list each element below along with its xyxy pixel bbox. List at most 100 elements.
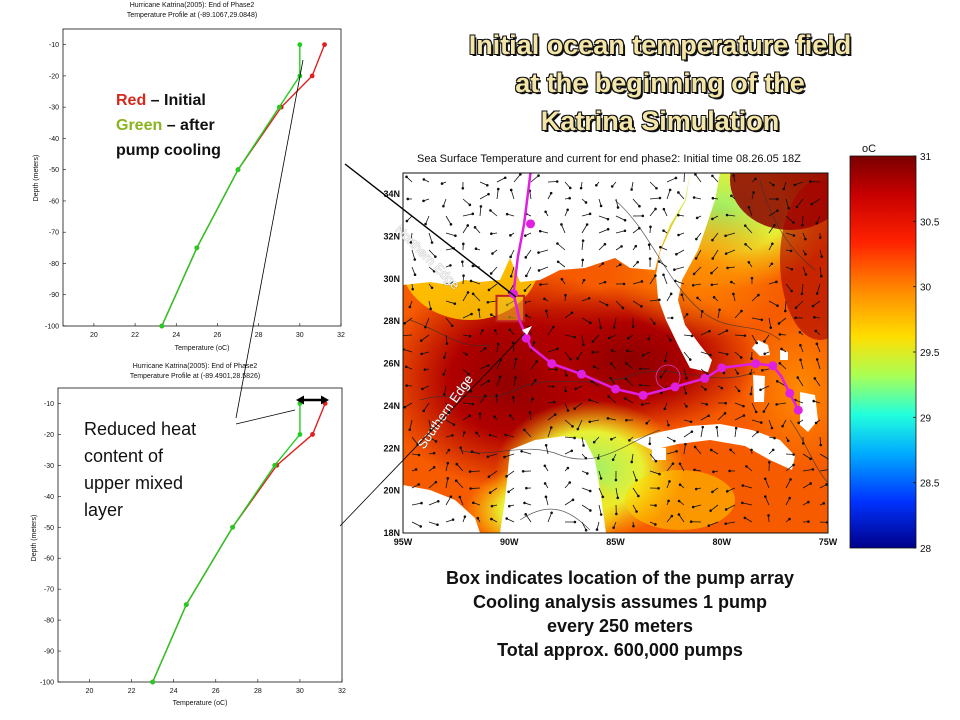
current-arrowhead: [763, 352, 767, 356]
current-arrow: [540, 230, 549, 234]
legend-green-word: Green: [116, 117, 163, 134]
current-arrowhead: [671, 462, 675, 465]
current-arrowhead: [430, 286, 434, 290]
current-arrowhead: [424, 325, 427, 329]
current-arrowhead: [630, 460, 634, 464]
current-arrowhead: [711, 174, 714, 178]
current-arrowhead: [722, 371, 726, 375]
current-arrowhead: [799, 358, 802, 362]
current-arrow: [632, 281, 643, 285]
current-arrowhead: [749, 392, 753, 396]
current-arrowhead: [614, 478, 618, 482]
current-arrowhead: [677, 191, 680, 194]
current-arrow: [581, 504, 591, 511]
current-arrowhead: [724, 508, 728, 511]
current-arrow: [725, 232, 736, 237]
current-arrow: [409, 419, 413, 430]
current-arrowhead: [487, 192, 490, 196]
track-point: [751, 359, 761, 369]
current-arrowhead: [787, 206, 790, 210]
current-arrowhead: [701, 425, 705, 429]
current-arrowhead: [625, 349, 629, 353]
current-arrow: [547, 326, 554, 336]
current-arrowhead: [750, 357, 753, 360]
current-arrowhead: [750, 448, 753, 452]
current-arrow: [745, 244, 753, 251]
caption-line: Total approx. 600,000 pumps: [497, 640, 743, 660]
current-arrow: [489, 487, 498, 494]
current-arrow: [819, 436, 822, 446]
current-arrowhead: [663, 407, 667, 411]
plot-frame: [62, 28, 342, 327]
current-arrowhead: [411, 287, 415, 291]
series-lines: [159, 42, 327, 329]
current-arrowhead: [754, 410, 758, 414]
current-arrowhead: [582, 278, 586, 282]
current-arrowhead: [434, 255, 437, 258]
current-arrowhead: [709, 448, 713, 452]
current-arrowhead: [449, 264, 452, 267]
current-arrow: [801, 215, 804, 226]
current-arrowhead: [555, 180, 559, 183]
current-arrow: [598, 243, 606, 251]
current-arrowhead: [599, 513, 603, 516]
current-arrowhead: [466, 291, 470, 294]
current-arrowhead: [450, 324, 454, 328]
current-arrowhead: [461, 186, 465, 190]
current-arrowhead: [489, 313, 493, 316]
heat-content-note: Reduced heat content of upper mixed laye…: [84, 416, 244, 524]
current-arrow: [750, 385, 753, 395]
current-arrow: [403, 334, 413, 337]
current-arrow: [613, 317, 617, 328]
current-arrow: [700, 330, 710, 336]
current-arrow: [490, 210, 498, 217]
current-arrowhead: [584, 528, 588, 532]
main-title: Initial ocean temperature field at the b…: [400, 26, 920, 140]
current-arrowhead: [820, 255, 824, 258]
current-arrowhead: [771, 242, 774, 246]
current-arrow: [581, 487, 591, 492]
current-arrow: [794, 181, 804, 186]
current-arrow: [445, 419, 455, 425]
current-arrow: [496, 344, 499, 353]
current-arrowhead: [615, 512, 618, 516]
current-arrow: [513, 377, 516, 387]
lat-tick-label: 28N: [383, 316, 400, 326]
current-arrowhead: [487, 364, 490, 367]
current-arrow: [711, 449, 719, 455]
series-point: [235, 167, 241, 173]
current-arrowhead: [520, 449, 523, 453]
current-arrowhead: [463, 515, 467, 518]
current-arrow: [795, 399, 804, 404]
current-arrowhead: [606, 227, 610, 231]
current-arrow: [428, 232, 433, 243]
current-arrow: [411, 436, 419, 445]
current-arrow: [574, 402, 583, 409]
current-arrowhead: [445, 342, 449, 345]
current-arrowhead: [413, 258, 417, 261]
map-title: Sea Surface Temperature and current for …: [417, 153, 801, 165]
current-arrow: [506, 470, 515, 477]
current-arrowhead: [525, 486, 528, 490]
current-arrowhead: [763, 340, 766, 343]
current-arrow: [496, 376, 501, 387]
current-arrowhead: [809, 180, 812, 183]
current-arrow: [797, 377, 804, 387]
current-arrow: [751, 317, 762, 321]
current-arrowhead: [782, 187, 786, 191]
lat-tick-label: 22N: [383, 443, 400, 453]
current-arrowhead: [662, 273, 665, 277]
current-arrow: [547, 427, 552, 438]
current-arrowhead: [620, 245, 623, 248]
current-arrowhead: [528, 411, 532, 414]
current-arrowhead: [815, 221, 819, 225]
current-arrowhead: [763, 477, 767, 481]
current-arrowhead: [588, 489, 592, 493]
current-arrow: [717, 413, 726, 421]
land-florida: [656, 173, 720, 372]
current-arrowhead: [408, 428, 412, 431]
current-arrowhead: [789, 249, 793, 253]
current-arrowhead: [804, 273, 808, 276]
current-arrow: [776, 402, 787, 405]
current-arrowhead: [771, 448, 775, 452]
